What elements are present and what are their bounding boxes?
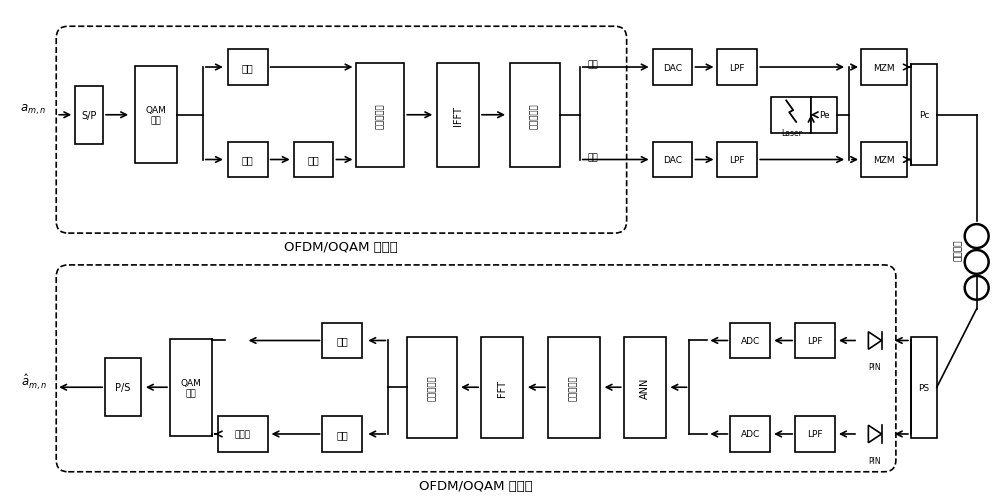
Bar	[170, 339, 212, 436]
Text: LPF: LPF	[807, 430, 823, 438]
Bar	[135, 67, 177, 164]
Text: 偏置: 偏置	[308, 155, 319, 165]
Bar	[105, 359, 141, 416]
Text: 接收滤波器: 接收滤波器	[569, 375, 578, 400]
Text: 实部: 实部	[337, 336, 348, 346]
Text: $a_{m,n}$: $a_{m,n}$	[20, 102, 46, 117]
Bar	[294, 142, 333, 178]
Bar	[811, 98, 837, 133]
Text: MZM: MZM	[873, 156, 895, 165]
Text: OFDM/OQAM 接收端: OFDM/OQAM 接收端	[419, 479, 533, 492]
Bar	[407, 337, 457, 438]
Bar	[548, 337, 600, 438]
Text: LPF: LPF	[730, 156, 745, 165]
Bar	[322, 323, 362, 359]
Text: 实部: 实部	[242, 63, 254, 73]
Text: 子载波调制: 子载波调制	[376, 103, 385, 128]
Text: PIN: PIN	[869, 456, 881, 465]
Text: $\hat{a}_{m,n}$: $\hat{a}_{m,n}$	[21, 372, 47, 391]
Text: Laser: Laser	[781, 129, 802, 138]
Text: OFDM/OQAM 发送端: OFDM/OQAM 发送端	[284, 240, 397, 253]
Text: ANN: ANN	[640, 377, 650, 398]
Text: LPF: LPF	[807, 336, 823, 345]
Bar	[730, 416, 770, 452]
Text: S/P: S/P	[81, 111, 97, 121]
Bar	[510, 64, 560, 168]
Bar	[481, 337, 523, 438]
Text: LPF: LPF	[730, 64, 745, 72]
Text: 成形滤波器: 成形滤波器	[530, 103, 539, 128]
Text: IFFT: IFFT	[453, 106, 463, 125]
Text: P/S: P/S	[115, 382, 131, 392]
Text: PIN: PIN	[869, 363, 881, 372]
Bar	[437, 64, 479, 168]
Text: 解偏置: 解偏置	[235, 430, 251, 438]
Text: DAC: DAC	[663, 64, 682, 72]
Text: 虚部: 虚部	[588, 153, 599, 162]
Bar	[653, 142, 692, 178]
Text: FFT: FFT	[497, 379, 507, 396]
Text: ADC: ADC	[741, 430, 760, 438]
Text: MZM: MZM	[873, 64, 895, 72]
Text: 光纤信道: 光纤信道	[954, 239, 963, 260]
Bar	[653, 50, 692, 86]
Bar	[717, 142, 757, 178]
Bar	[218, 416, 268, 452]
Polygon shape	[868, 425, 882, 443]
Text: PS: PS	[918, 383, 929, 392]
Bar	[730, 323, 770, 359]
Text: 子载波解调: 子载波解调	[428, 375, 437, 400]
Bar	[356, 64, 404, 168]
Text: DAC: DAC	[663, 156, 682, 165]
Bar	[75, 87, 103, 144]
Bar	[717, 50, 757, 86]
Bar	[795, 323, 835, 359]
Bar	[771, 98, 811, 133]
Bar	[911, 337, 937, 438]
Text: 虚部: 虚部	[242, 155, 254, 165]
Text: QAM
调制: QAM 调制	[146, 106, 166, 125]
Bar	[228, 50, 268, 86]
Bar	[911, 65, 937, 166]
Bar	[228, 142, 268, 178]
Text: ADC: ADC	[741, 336, 760, 345]
Text: 虚部: 虚部	[337, 429, 348, 439]
Bar	[861, 142, 907, 178]
Text: Pe: Pe	[819, 111, 829, 120]
Text: 实部: 实部	[588, 61, 599, 70]
Bar	[322, 416, 362, 452]
Polygon shape	[868, 332, 882, 350]
Bar	[861, 50, 907, 86]
Text: Pc: Pc	[919, 111, 929, 120]
Bar	[795, 416, 835, 452]
Text: QAM
解调: QAM 解调	[180, 378, 201, 397]
Bar	[624, 337, 666, 438]
